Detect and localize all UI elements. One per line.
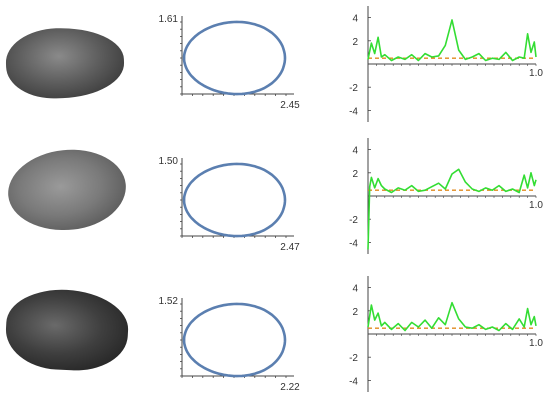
- contour-x-max-label: 2.22: [280, 382, 300, 393]
- curvature-x-tick-label: 1.0: [529, 200, 543, 211]
- curvature-y-tick-label: 4: [352, 146, 358, 157]
- curvature-plot-2: 4 2 -2 -4 1.0: [349, 138, 543, 254]
- figure-row-1: 1.61 2.45 4 2 -2 -4 1.0: [0, 0, 550, 130]
- contour-y-max-label: 1.61: [159, 14, 179, 25]
- curvature-x-tick-label: 1.0: [529, 338, 543, 349]
- curvature-y-tick-label: -2: [349, 215, 358, 226]
- curvature-y-tick-label: -4: [349, 106, 358, 117]
- curvature-y-tick-label: 4: [352, 284, 358, 295]
- contour-plot-3: 1.52 2.22: [159, 296, 301, 393]
- curvature-plot-1: 4 2 -2 -4 1.0: [349, 6, 543, 122]
- seed-photo-2: [4, 144, 130, 236]
- seed-photo-3: [3, 286, 131, 374]
- contour-outline: [182, 162, 287, 238]
- figure-row-2: 1.50 2.47 4 2 -2 -4 1.0: [0, 130, 550, 260]
- curvature-y-tick-label: -4: [349, 238, 358, 249]
- curvature-series-line: [367, 301, 537, 332]
- curvature-y-tick-label: 2: [352, 307, 358, 318]
- seed-photo-1: [4, 25, 126, 101]
- contour-plot-2: 1.50 2.47: [159, 156, 301, 253]
- contour-plot-1: 1.61 2.45: [159, 14, 301, 111]
- contour-outline: [182, 302, 287, 378]
- curvature-y-tick-label: 2: [352, 169, 358, 180]
- contour-y-max-label: 1.50: [159, 156, 179, 167]
- contour-x-max-label: 2.45: [280, 100, 300, 111]
- curvature-x-tick-label: 1.0: [529, 68, 543, 79]
- contour-x-max-label: 2.47: [280, 242, 300, 253]
- contour-outline: [182, 20, 287, 96]
- curvature-plot-3: 4 2 -2 -4 1.0: [349, 276, 543, 392]
- curvature-series-line: [367, 168, 537, 250]
- curvature-y-tick-label: 4: [352, 14, 358, 25]
- curvature-y-tick-label: -2: [349, 353, 358, 364]
- curvature-series-line: [367, 19, 537, 62]
- figure-row-3: 1.52 2.22 4 2 -2 -4 1.0: [0, 266, 550, 396]
- curvature-y-tick-label: 2: [352, 37, 358, 48]
- curvature-y-tick-label: -2: [349, 83, 358, 94]
- curvature-y-tick-label: -4: [349, 376, 358, 387]
- contour-y-max-label: 1.52: [159, 296, 179, 307]
